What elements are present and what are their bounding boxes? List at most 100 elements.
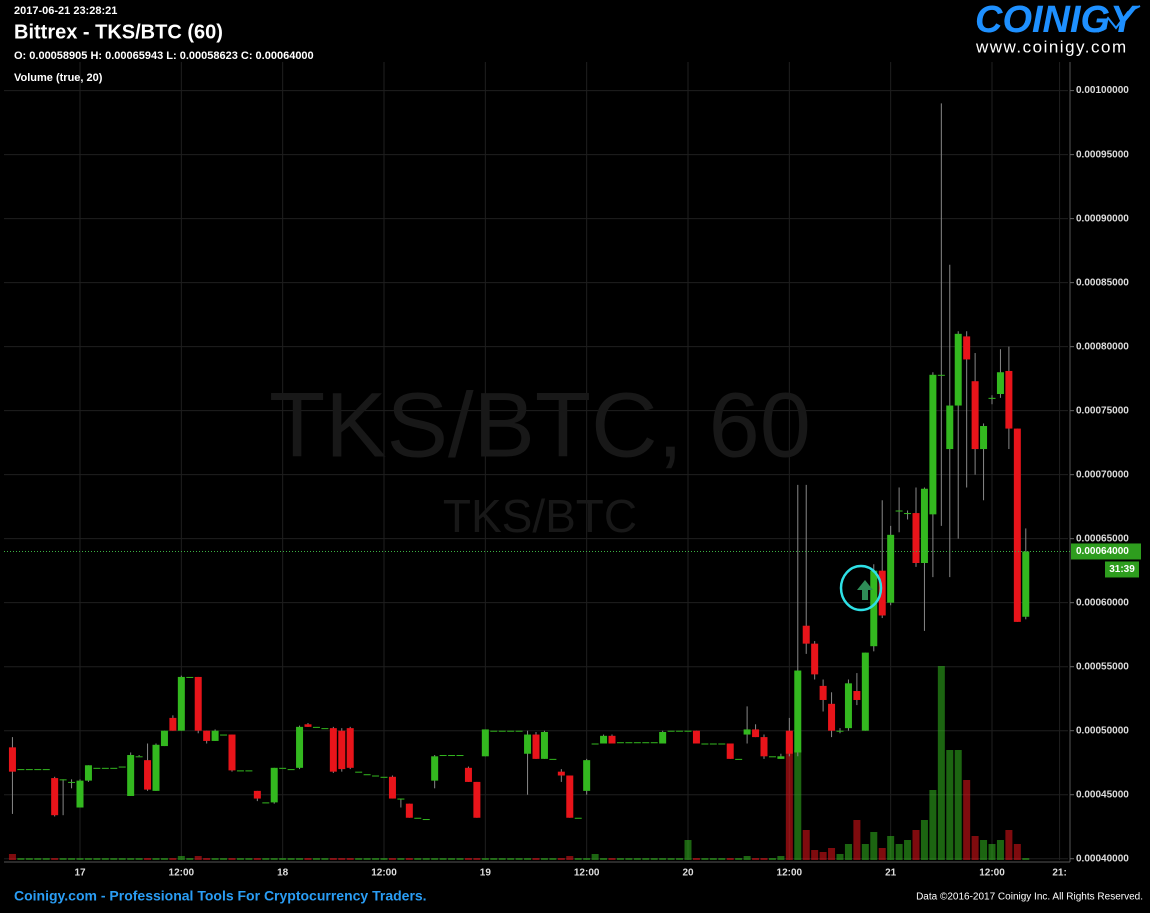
volume-bar [51,858,59,860]
candle-body [785,730,793,754]
candle-body [448,755,456,757]
candle-body [346,728,354,768]
volume-bar [870,832,878,860]
volume-bar [752,858,760,860]
x-tick-label: 17 [74,868,86,879]
candle-body [718,743,726,745]
countdown-box [1105,561,1139,578]
volume-bar [667,858,675,860]
candle-body [380,776,388,778]
volume-bar [25,858,33,860]
candle-body [1013,428,1021,622]
logo-url[interactable]: www.coinigy.com [975,37,1128,56]
volume-bar [633,858,641,860]
volume-bar [245,858,253,860]
volume-bar [186,858,194,860]
candle-body [135,756,143,758]
candle-body [456,755,464,757]
candle-body [608,735,616,744]
volume-bar [160,858,168,860]
volume-bar [828,848,836,860]
volume-bar [785,740,793,860]
candle-body [836,730,844,732]
volume-bar [270,858,278,860]
x-tick-label: 19 [480,868,492,879]
volume-bar [616,858,624,860]
volume-bar [844,844,852,860]
x-tick-label: 12:00 [574,868,600,879]
candle-body [768,756,776,758]
candle-body [329,728,337,772]
candle-body [844,683,852,729]
volume-bar [388,858,396,860]
candle-body [17,769,25,771]
candle-body [1022,551,1030,617]
volume-bar [372,858,380,860]
volume-bar [346,858,354,860]
candle-body [118,766,126,768]
volume-bar [42,858,50,860]
candle-body [397,798,405,800]
volume-bar [236,858,244,860]
volume-bar [802,830,810,860]
watermark: TKS/BTC, 60 [269,374,811,476]
volume-bar [954,750,962,860]
volume-bar [642,858,650,860]
x-tick-label: 18 [277,868,289,879]
candle-body [34,769,42,771]
candle-body [186,676,194,678]
candle-body [591,743,599,745]
volume-bar [279,858,287,860]
y-tick-label: 0.00070000 [1076,469,1129,480]
candle-body [996,372,1004,395]
footer-left[interactable]: Coinigy.com - Professional Tools For Cry… [14,888,427,904]
volume-bar [296,858,304,860]
footer-right: Data ©2016-2017 Coinigy Inc. All Rights … [916,892,1143,903]
volume-bar [144,858,152,860]
candle-body [431,756,439,781]
candle-body [895,510,903,512]
volume-bar [996,840,1004,860]
volume-bar [431,858,439,860]
marker-arrow [857,580,873,600]
candle-body [245,770,253,772]
volume-bar [524,858,532,860]
volume-bar [84,858,92,860]
signal-marker [839,564,883,612]
volume-bar [439,858,447,860]
candle-body [667,730,675,732]
y-tick-label: 0.00040000 [1076,853,1129,864]
volume-bar [363,858,371,860]
volume-bar [152,858,160,860]
candle-body [203,730,211,741]
candle-body [296,726,304,768]
candle-body [211,730,219,741]
candle-body [912,513,920,563]
volume-bar [414,858,422,860]
title: Bittrex - TKS/BTC (60) [14,21,223,43]
logo[interactable]: COINIGY [975,0,1139,41]
candle-body [110,767,118,769]
candle-body [566,775,574,818]
candle-body [676,730,684,732]
candle-body [625,742,633,744]
volume-bar [220,858,228,860]
candle-body [144,760,152,790]
volume-bar [625,858,633,860]
y-tick-label: 0.00045000 [1076,789,1129,800]
volume-bar [127,858,135,860]
candle-layer [8,103,1030,821]
volume-bar [329,858,337,860]
candle-body [388,776,396,799]
candle-body [355,771,363,773]
y-tick-label: 0.00060000 [1076,597,1129,608]
volume-bar [988,844,996,860]
logo-graph [1097,5,1141,33]
volume-bar [709,858,717,860]
ohlc-readout: O: 0.00058905 H: 0.00065943 L: 0.0005862… [14,50,314,62]
volume-bar [591,854,599,860]
volume-bar [726,858,734,860]
volume-bar [887,836,895,860]
y-tick-label: 0.00100000 [1076,85,1129,96]
candle-body [228,734,236,771]
